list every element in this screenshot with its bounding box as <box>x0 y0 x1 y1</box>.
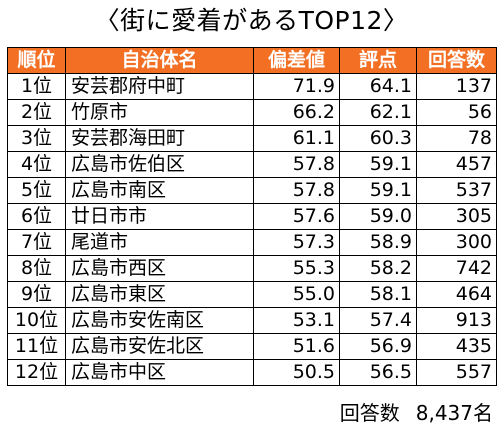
responses-cell: 913 <box>416 307 497 334</box>
header-score: 評点 <box>339 47 417 74</box>
responses-cell: 300 <box>416 229 497 256</box>
rank-cell: 6位 <box>7 203 66 230</box>
deviation-cell: 53.1 <box>253 307 340 334</box>
municipality-cell: 広島市南区 <box>65 177 254 204</box>
responses-cell: 305 <box>416 203 497 230</box>
deviation-cell: 61.1 <box>253 125 340 152</box>
responses-cell: 464 <box>416 281 497 308</box>
deviation-cell: 55.3 <box>253 255 340 282</box>
header-responses: 回答数 <box>416 47 497 74</box>
score-cell: 60.3 <box>339 125 417 152</box>
municipality-cell: 安芸郡海田町 <box>65 125 254 152</box>
score-cell: 57.4 <box>339 307 417 334</box>
responses-cell: 78 <box>416 125 497 152</box>
municipality-cell: 尾道市 <box>65 229 254 256</box>
score-cell: 56.5 <box>339 359 417 386</box>
responses-cell: 557 <box>416 359 497 386</box>
table-body: 1位 安芸郡府中町 71.9 64.1 137 2位 竹原市 66.2 62.1 56 3位 安芸郡海… <box>7 73 497 386</box>
score-cell: 58.2 <box>339 255 417 282</box>
score-cell: 56.9 <box>339 333 417 360</box>
score-cell: 64.1 <box>339 73 417 100</box>
rank-cell: 5位 <box>7 177 66 204</box>
rank-cell: 8位 <box>7 255 66 282</box>
score-cell: 59.0 <box>339 203 417 230</box>
rank-cell: 10位 <box>7 307 66 334</box>
table-row: 1位 安芸郡府中町 71.9 64.1 137 <box>7 73 497 100</box>
score-cell: 59.1 <box>339 177 417 204</box>
footer-total: 回答数 8,437名 <box>340 399 493 427</box>
score-cell: 58.9 <box>339 229 417 256</box>
table-row: 11位 広島市安佐北区 51.6 56.9 435 <box>7 333 497 360</box>
score-cell: 58.1 <box>339 281 417 308</box>
responses-cell: 457 <box>416 151 497 178</box>
responses-cell: 537 <box>416 177 497 204</box>
deviation-cell: 57.8 <box>253 151 340 178</box>
rank-cell: 2位 <box>7 99 66 126</box>
municipality-cell: 広島市東区 <box>65 281 254 308</box>
footer-value: 8,437名 <box>415 401 493 425</box>
footer-label: 回答数 <box>339 401 400 425</box>
table-row: 7位 尾道市 57.3 58.9 300 <box>7 229 497 256</box>
responses-cell: 435 <box>416 333 497 360</box>
score-cell: 59.1 <box>339 151 417 178</box>
rank-cell: 11位 <box>7 333 66 360</box>
deviation-cell: 57.8 <box>253 177 340 204</box>
table-row: 9位 広島市東区 55.0 58.1 464 <box>7 281 497 308</box>
header-deviation: 偏差値 <box>253 47 340 74</box>
municipality-cell: 安芸郡府中町 <box>65 73 254 100</box>
ranking-table: 順位 自治体名 偏差値 評点 回答数 1位 安芸郡府中町 71.9 64.1 137 2位… <box>7 47 497 386</box>
deviation-cell: 50.5 <box>253 359 340 386</box>
deviation-cell: 71.9 <box>253 73 340 100</box>
table-row: 10位 広島市安佐南区 53.1 57.4 913 <box>7 307 497 334</box>
table-row: 6位 廿日市市 57.6 59.0 305 <box>7 203 497 230</box>
responses-cell: 56 <box>416 99 497 126</box>
municipality-cell: 廿日市市 <box>65 203 254 230</box>
municipality-cell: 広島市安佐南区 <box>65 307 254 334</box>
header-rank: 順位 <box>7 47 66 74</box>
municipality-cell: 広島市西区 <box>65 255 254 282</box>
rank-cell: 1位 <box>7 73 66 100</box>
municipality-cell: 広島市佐伯区 <box>65 151 254 178</box>
header-municipality: 自治体名 <box>65 47 254 74</box>
score-cell: 62.1 <box>339 99 417 126</box>
municipality-cell: 竹原市 <box>65 99 254 126</box>
rank-cell: 7位 <box>7 229 66 256</box>
table-row: 5位 広島市南区 57.8 59.1 537 <box>7 177 497 204</box>
rank-cell: 3位 <box>7 125 66 152</box>
table-row: 3位 安芸郡海田町 61.1 60.3 78 <box>7 125 497 152</box>
table-row: 12位 広島市中区 50.5 56.5 557 <box>7 359 497 386</box>
chart-title: 〈街に愛着があるTOP12〉 <box>94 6 409 35</box>
table-header-row: 順位 自治体名 偏差値 評点 回答数 <box>7 47 497 74</box>
deviation-cell: 57.3 <box>253 229 340 256</box>
responses-cell: 742 <box>416 255 497 282</box>
deviation-cell: 51.6 <box>253 333 340 360</box>
rank-cell: 12位 <box>7 359 66 386</box>
deviation-cell: 57.6 <box>253 203 340 230</box>
deviation-cell: 66.2 <box>253 99 340 126</box>
responses-cell: 137 <box>416 73 497 100</box>
rank-cell: 4位 <box>7 151 66 178</box>
municipality-cell: 広島市安佐北区 <box>65 333 254 360</box>
table-row: 4位 広島市佐伯区 57.8 59.1 457 <box>7 151 497 178</box>
table-row: 8位 広島市西区 55.3 58.2 742 <box>7 255 497 282</box>
municipality-cell: 広島市中区 <box>65 359 254 386</box>
rank-cell: 9位 <box>7 281 66 308</box>
table-row: 2位 竹原市 66.2 62.1 56 <box>7 99 497 126</box>
deviation-cell: 55.0 <box>253 281 340 308</box>
